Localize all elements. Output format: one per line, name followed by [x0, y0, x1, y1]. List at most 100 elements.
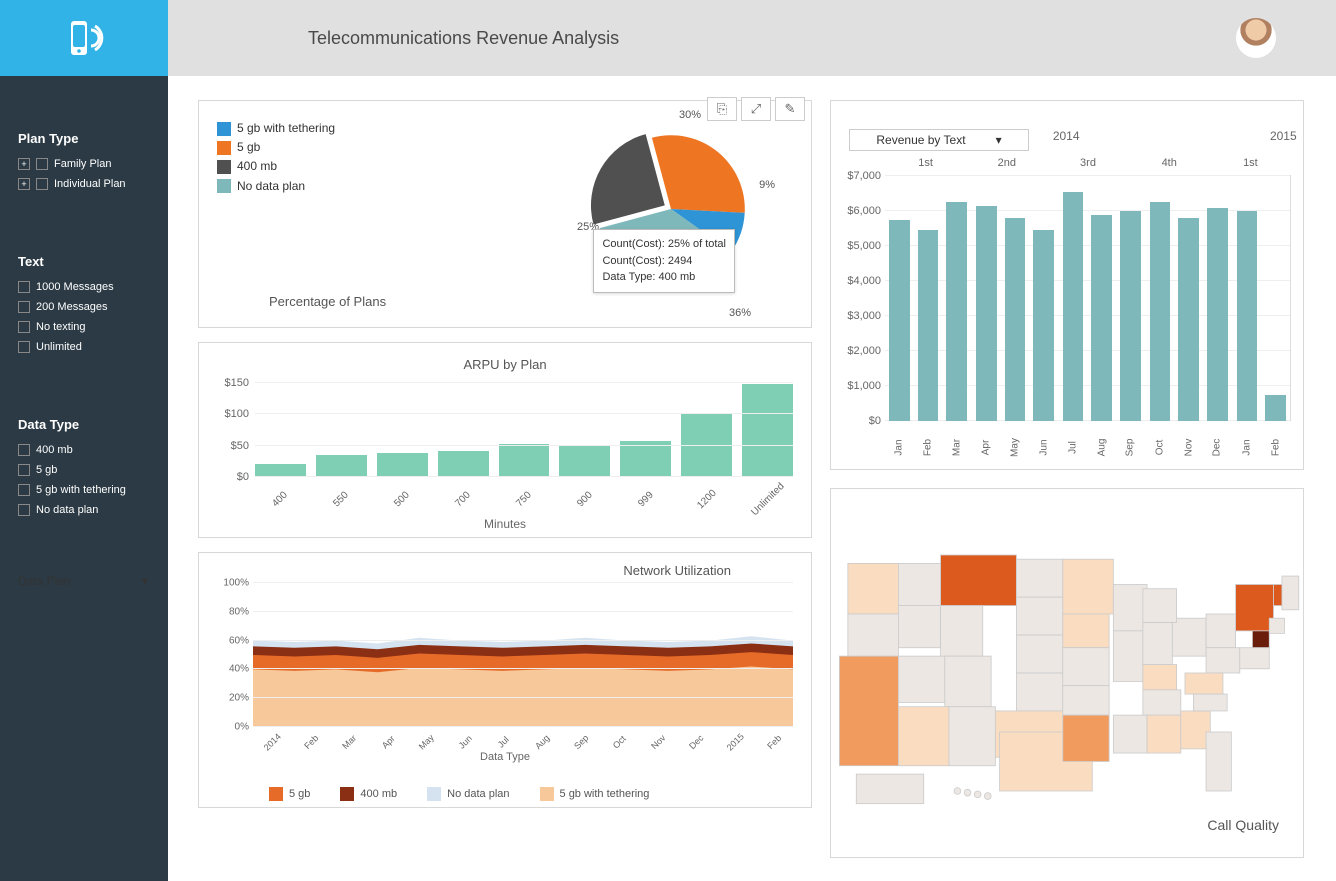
- state-region[interactable]: [898, 563, 940, 605]
- state-region[interactable]: [1206, 614, 1236, 648]
- state-region[interactable]: [949, 707, 995, 766]
- state-region[interactable]: [954, 788, 961, 795]
- expand-icon[interactable]: +: [18, 178, 30, 190]
- state-region[interactable]: [1206, 648, 1240, 673]
- state-region[interactable]: [1143, 665, 1177, 690]
- revenue-bar[interactable]: Sep: [1120, 211, 1141, 421]
- state-region[interactable]: [974, 791, 981, 798]
- state-region[interactable]: [1240, 648, 1270, 669]
- state-region[interactable]: [1113, 715, 1147, 753]
- state-region[interactable]: [1269, 618, 1284, 633]
- avatar[interactable]: [1236, 18, 1276, 58]
- state-region[interactable]: [898, 707, 949, 766]
- pie-slice[interactable]: [652, 135, 745, 213]
- filter-item-5gb-tethering[interactable]: 5 gb with tethering: [18, 480, 168, 500]
- revenue-metric-select[interactable]: Revenue by Text ▾: [849, 129, 1029, 151]
- filter-item-200-messages[interactable]: 200 Messages: [18, 297, 168, 317]
- revenue-bar[interactable]: Apr: [976, 206, 997, 421]
- edit-button[interactable]: ✎: [775, 97, 805, 121]
- state-region[interactable]: [1063, 686, 1109, 716]
- state-region[interactable]: [945, 656, 991, 707]
- details-button[interactable]: ⎘: [707, 97, 737, 121]
- pie-slice[interactable]: [591, 134, 665, 224]
- legend-item[interactable]: 5 gb with tethering: [540, 787, 650, 801]
- state-region[interactable]: [1172, 618, 1206, 656]
- state-region[interactable]: [1016, 597, 1062, 635]
- state-region[interactable]: [1143, 622, 1173, 664]
- arpu-bar[interactable]: Unlimited: [742, 384, 793, 477]
- checkbox-icon[interactable]: [18, 464, 30, 476]
- filter-item-unlimited[interactable]: Unlimited: [18, 337, 168, 357]
- filter-item-no-texting[interactable]: No texting: [18, 317, 168, 337]
- filter-item-family-plan[interactable]: +Family Plan: [18, 154, 168, 174]
- legend-item[interactable]: No data plan: [427, 787, 509, 801]
- legend-item[interactable]: 5 gb: [269, 787, 310, 801]
- arpu-bar[interactable]: 500: [377, 453, 428, 477]
- state-region[interactable]: [1282, 576, 1299, 610]
- state-region[interactable]: [941, 606, 983, 657]
- state-region[interactable]: [1016, 559, 1062, 597]
- checkbox-icon[interactable]: [18, 504, 30, 516]
- state-region[interactable]: [1063, 559, 1114, 614]
- revenue-bar[interactable]: Oct: [1150, 202, 1171, 421]
- revenue-bar[interactable]: Feb: [918, 230, 939, 421]
- revenue-bar[interactable]: Dec: [1207, 208, 1228, 422]
- state-region[interactable]: [941, 555, 1017, 606]
- state-region[interactable]: [984, 793, 991, 800]
- state-region[interactable]: [1113, 585, 1147, 631]
- state-region[interactable]: [856, 774, 923, 804]
- filter-item-1000-messages[interactable]: 1000 Messages: [18, 277, 168, 297]
- filter-item-individual-plan[interactable]: +Individual Plan: [18, 174, 168, 194]
- arpu-bar[interactable]: 900: [559, 446, 610, 477]
- state-region[interactable]: [1063, 715, 1109, 761]
- filter-item-400mb[interactable]: 400 mb: [18, 440, 168, 460]
- checkbox-icon[interactable]: [18, 484, 30, 496]
- arpu-bar[interactable]: 999: [620, 441, 671, 477]
- revenue-bar[interactable]: Jul: [1063, 192, 1084, 421]
- state-region[interactable]: [1252, 631, 1269, 648]
- state-region[interactable]: [1143, 589, 1177, 623]
- arpu-bar[interactable]: 550: [316, 455, 367, 477]
- revenue-bar[interactable]: Jan: [1237, 211, 1258, 421]
- state-region[interactable]: [898, 606, 940, 648]
- revenue-bar[interactable]: Jun: [1033, 230, 1054, 421]
- checkbox-icon[interactable]: [18, 281, 30, 293]
- checkbox-icon[interactable]: [18, 321, 30, 333]
- revenue-bar[interactable]: Aug: [1091, 215, 1112, 422]
- filter-item-5gb[interactable]: 5 gb: [18, 460, 168, 480]
- state-region[interactable]: [1147, 715, 1181, 753]
- checkbox-icon[interactable]: [18, 301, 30, 313]
- state-region[interactable]: [1185, 673, 1223, 694]
- revenue-bar[interactable]: Mar: [946, 202, 967, 421]
- checkbox-icon[interactable]: [18, 341, 30, 353]
- state-region[interactable]: [898, 656, 944, 702]
- data-plan-dropdown[interactable]: Data Plan ▾: [18, 570, 148, 592]
- arpu-bar[interactable]: 1200: [681, 414, 732, 477]
- state-region[interactable]: [1193, 694, 1227, 711]
- state-region[interactable]: [1063, 614, 1109, 648]
- revenue-bar[interactable]: Feb: [1265, 395, 1286, 421]
- checkbox-icon[interactable]: [18, 444, 30, 456]
- state-region[interactable]: [839, 656, 898, 766]
- expand-icon[interactable]: +: [18, 158, 30, 170]
- state-region[interactable]: [848, 563, 899, 614]
- filter-item-no-data-plan[interactable]: No data plan: [18, 500, 168, 520]
- state-region[interactable]: [1016, 635, 1062, 673]
- state-region[interactable]: [1206, 732, 1231, 791]
- expand-button[interactable]: ⤢: [741, 97, 771, 121]
- state-region[interactable]: [848, 614, 899, 656]
- revenue-bar[interactable]: Jan: [889, 220, 910, 421]
- state-region[interactable]: [1113, 631, 1143, 682]
- state-region[interactable]: [964, 789, 971, 796]
- legend-item[interactable]: 400 mb: [340, 787, 397, 801]
- state-region[interactable]: [1236, 585, 1274, 631]
- revenue-bar[interactable]: May: [1005, 218, 1026, 421]
- arpu-bar[interactable]: 750: [499, 444, 550, 477]
- state-region[interactable]: [1143, 690, 1181, 715]
- state-region[interactable]: [1016, 673, 1062, 711]
- arpu-bar[interactable]: 700: [438, 451, 489, 477]
- checkbox-icon[interactable]: [36, 178, 48, 190]
- checkbox-icon[interactable]: [36, 158, 48, 170]
- state-region[interactable]: [1063, 648, 1109, 686]
- revenue-bar[interactable]: Nov: [1178, 218, 1199, 421]
